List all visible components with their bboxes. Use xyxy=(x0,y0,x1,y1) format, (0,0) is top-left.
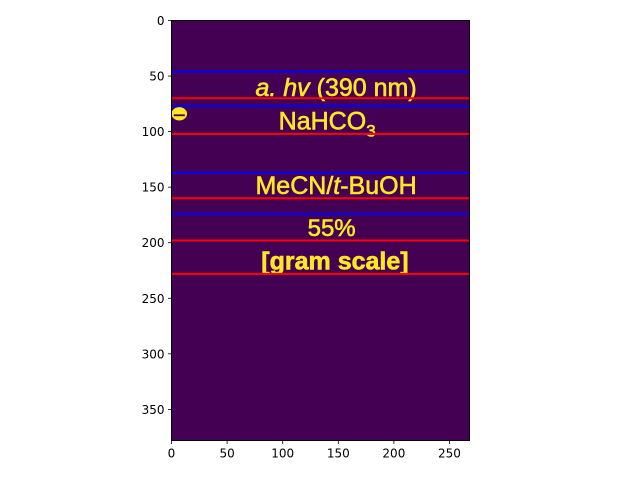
image-text-line-3-italic: t xyxy=(333,172,341,200)
y-tick-label: 0 xyxy=(157,14,165,28)
x-tick-label: 0 xyxy=(168,447,176,461)
y-tick-label: 300 xyxy=(142,347,165,361)
plot-area: a. hv (390 nm) NaHCO3 MeCN/t-BuOH 55% [g… xyxy=(171,20,470,441)
image-text-line-3-post: -BuOH xyxy=(340,172,416,200)
y-tick-label: 100 xyxy=(142,125,165,139)
x-tick-label: 150 xyxy=(327,447,350,461)
x-axis-ticks: 0 50 100 150 200 250 xyxy=(168,440,461,461)
y-axis-ticks: 0 50 100 150 200 250 300 350 xyxy=(142,14,172,417)
x-tick-label: 50 xyxy=(219,447,234,461)
image-text-line-2: NaHCO3 xyxy=(279,107,376,140)
y-tick-label: 250 xyxy=(142,292,165,306)
y-tick-label: 150 xyxy=(142,181,165,195)
image-text-line-4: 55% xyxy=(308,215,356,242)
image-text-blob-hole xyxy=(173,114,185,117)
axes: 0 50 100 150 200 250 0 50 100 150 200 250 300 350 xyxy=(142,14,470,461)
image-text-line-3-pre: MeCN/ xyxy=(255,172,333,200)
image-background xyxy=(171,20,470,441)
image-text-line-3: MeCN/t-BuOH xyxy=(255,172,416,200)
axes-frame xyxy=(171,20,470,441)
x-tick-label: 250 xyxy=(438,447,461,461)
horizontal-lines xyxy=(171,70,470,275)
x-tick-label: 200 xyxy=(382,447,405,461)
x-tick-label: 100 xyxy=(271,447,294,461)
image-text-line-5: [gram scale] xyxy=(261,247,408,275)
image-text-line-2-subscript: 3 xyxy=(366,121,375,140)
y-tick-label: 200 xyxy=(142,236,165,250)
y-tick-label: 350 xyxy=(142,403,165,417)
y-tick-label: 50 xyxy=(149,70,164,84)
image-text-line-2-main: NaHCO xyxy=(279,107,367,135)
image-text-blob xyxy=(171,107,188,121)
